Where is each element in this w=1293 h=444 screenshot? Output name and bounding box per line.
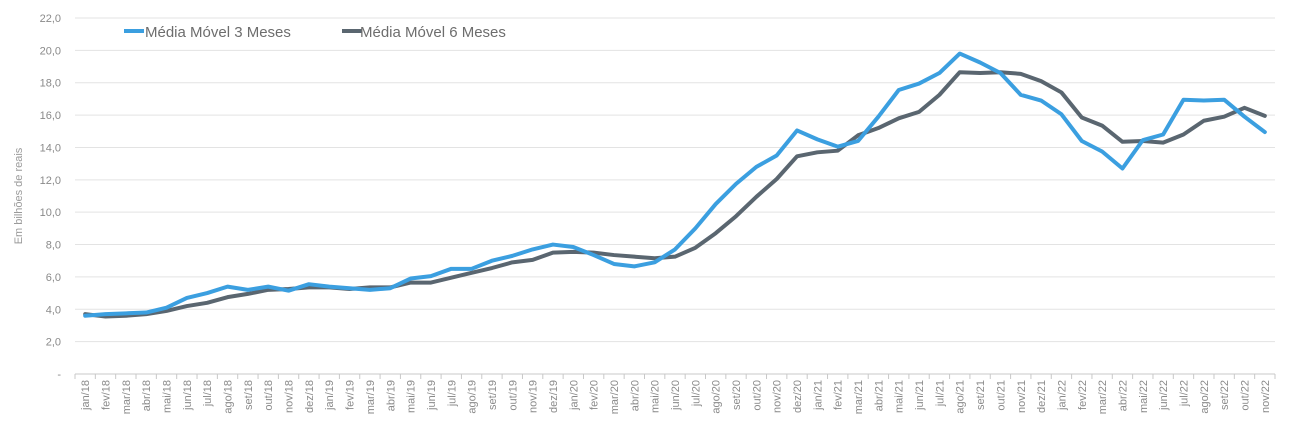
legend-label-3-meses: Média Móvel 3 Meses xyxy=(145,24,291,41)
x-tick-label: ago/19 xyxy=(467,380,479,414)
y-tick-label: 18,0 xyxy=(40,78,61,90)
x-tick-label: mai/18 xyxy=(162,380,174,413)
x-axis-ticks: jan/18 fev/18 mar/18 abr/18 mai/18 jun/18 jul/… xyxy=(74,374,1276,414)
x-tick-label: jan/21 xyxy=(812,380,824,411)
x-tick-label: jan/20 xyxy=(568,380,580,411)
x-tick-label: out/22 xyxy=(1239,380,1251,411)
x-tick-label: abr/20 xyxy=(629,380,641,411)
series-line-3-meses xyxy=(83,51,1267,318)
x-tick-label: fev/22 xyxy=(1077,380,1089,410)
x-tick-label: jul/18 xyxy=(202,380,214,407)
x-tick-label: jun/22 xyxy=(1158,380,1170,411)
x-tick-label: dez/19 xyxy=(548,380,560,413)
x-tick-label: fev/18 xyxy=(101,380,113,410)
x-tick-label: mai/22 xyxy=(1138,380,1150,413)
legend: Média Móvel 3 Meses Média Móvel 6 Meses xyxy=(124,24,506,41)
x-tick-label: set/19 xyxy=(487,380,499,410)
series-line-6-meses xyxy=(83,70,1267,319)
x-tick-label: ago/21 xyxy=(955,380,967,414)
x-tick-label: out/19 xyxy=(507,380,519,411)
x-tick-label: dez/18 xyxy=(304,380,316,413)
x-tick-label: jun/20 xyxy=(670,380,682,411)
x-tick-label: mar/20 xyxy=(609,380,621,414)
x-tick-label: abr/18 xyxy=(141,380,153,411)
y-tick-label: 4,0 xyxy=(46,304,61,316)
x-tick-label: mar/19 xyxy=(365,380,377,414)
x-tick-label: out/18 xyxy=(263,380,275,411)
y-tick-label: 22,0 xyxy=(40,13,61,25)
x-tick-label: jan/22 xyxy=(1056,380,1068,411)
x-tick-label: abr/21 xyxy=(873,380,885,411)
x-tick-label: mar/22 xyxy=(1097,380,1109,414)
gridlines xyxy=(75,17,1275,343)
y-tick-label: 12,0 xyxy=(40,175,61,187)
x-tick-label: nov/21 xyxy=(1016,380,1028,413)
x-tick-label: dez/21 xyxy=(1036,380,1048,413)
y-tick-label: - xyxy=(57,369,61,381)
x-tick-label: nov/18 xyxy=(284,380,296,413)
x-tick-label: jul/21 xyxy=(934,380,946,407)
x-tick-label: fev/20 xyxy=(589,380,601,410)
x-tick-label: out/20 xyxy=(751,380,763,411)
x-tick-label: jul/20 xyxy=(690,380,702,407)
x-tick-label: mai/21 xyxy=(894,380,906,413)
x-tick-label: set/21 xyxy=(975,380,987,410)
x-tick-label: mai/19 xyxy=(406,380,418,413)
x-tick-label: jun/21 xyxy=(914,380,926,411)
y-axis-ticks: - 2,0 4,0 6,0 8,0 10,0 12,0 14,0 16,0 18,0 20,0 22,… xyxy=(40,13,62,381)
x-tick-label: set/18 xyxy=(243,380,255,410)
x-tick-label: dez/20 xyxy=(792,380,804,413)
y-tick-label: 2,0 xyxy=(46,337,61,349)
x-tick-label: mar/21 xyxy=(853,380,865,414)
x-tick-label: mai/20 xyxy=(650,380,662,413)
y-tick-label: 8,0 xyxy=(46,240,61,252)
x-tick-label: nov/19 xyxy=(528,380,540,413)
y-axis-label: Em bilhões de reais xyxy=(13,147,25,244)
y-tick-label: 16,0 xyxy=(40,110,61,122)
y-tick-label: 14,0 xyxy=(40,142,61,154)
x-tick-label: ago/20 xyxy=(711,380,723,414)
x-tick-label: mar/18 xyxy=(121,380,133,414)
y-tick-label: 20,0 xyxy=(40,45,61,57)
x-tick-label: fev/19 xyxy=(345,380,357,410)
x-tick-label: nov/22 xyxy=(1260,380,1272,413)
x-tick-label: jan/18 xyxy=(80,380,92,411)
x-tick-label: jul/22 xyxy=(1178,380,1190,407)
y-tick-label: 6,0 xyxy=(46,272,61,284)
x-tick-label: set/20 xyxy=(731,380,743,410)
series-lines xyxy=(83,51,1267,319)
x-tick-label: ago/22 xyxy=(1199,380,1211,414)
x-tick-label: jun/18 xyxy=(182,380,194,411)
x-tick-label: jul/19 xyxy=(446,380,458,407)
y-tick-label: 10,0 xyxy=(40,207,61,219)
x-tick-label: set/22 xyxy=(1219,380,1231,410)
x-tick-label: jan/19 xyxy=(324,380,336,411)
x-tick-label: ago/18 xyxy=(223,380,235,414)
x-tick-label: out/21 xyxy=(995,380,1007,411)
x-tick-label: abr/19 xyxy=(385,380,397,411)
legend-label-6-meses: Média Móvel 6 Meses xyxy=(360,24,506,41)
x-tick-label: fev/21 xyxy=(833,380,845,410)
x-tick-label: jun/19 xyxy=(426,380,438,411)
x-tick-label: nov/20 xyxy=(772,380,784,413)
x-tick-label: abr/22 xyxy=(1117,380,1129,411)
